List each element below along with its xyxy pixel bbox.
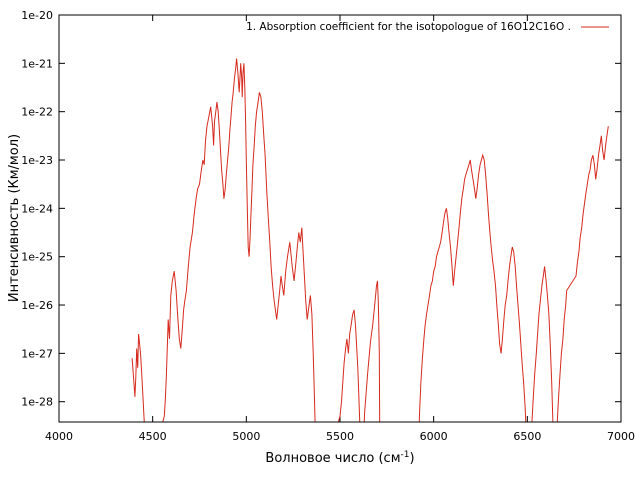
- x-axis-title-tail: ): [409, 451, 414, 466]
- y-tick-labels: 1e-20 1e-21 1e-22 1e-23 1e-24 1e-25 1e-26 1e-27…: [21, 9, 53, 409]
- y-tick-label: 1e-20: [21, 9, 53, 22]
- x-tick-labels: 4000 4500 5000 5500 6000 6500 7000: [45, 430, 635, 443]
- plot-frame: [58, 14, 622, 423]
- series-line: [131, 58, 609, 422]
- x-axis-title-sup: -1: [401, 450, 410, 460]
- y-tick-label: 1e-24: [21, 202, 53, 215]
- plot-area: [59, 15, 621, 422]
- x-tick-label: 4000: [45, 430, 73, 443]
- y-tick-label: 1e-23: [21, 154, 53, 167]
- y-tick-label: 1e-26: [21, 299, 53, 312]
- x-tick-label: 7000: [607, 430, 635, 443]
- y-tick-label: 1e-25: [21, 251, 53, 264]
- x-axis-title: Волновое число (см-1): [265, 450, 414, 466]
- x-tick-label: 6500: [513, 430, 541, 443]
- x-tick-label: 5500: [326, 430, 354, 443]
- y-axis-title: Интенсивность (Км/мол): [7, 134, 22, 302]
- x-tick-label: 5000: [232, 430, 260, 443]
- legend-label: 1. Absorption coefficient for the isotop…: [246, 21, 571, 33]
- y-tick-label: 1e-28: [21, 396, 53, 409]
- y-tick-label: 1e-22: [21, 106, 53, 119]
- y-tick-label: 1e-21: [21, 57, 53, 70]
- x-tick-label: 4500: [139, 430, 167, 443]
- legend: 1. Absorption coefficient for the isotop…: [246, 21, 609, 33]
- y-tick-label: 1e-27: [21, 347, 53, 360]
- x-tick-label: 6000: [420, 430, 448, 443]
